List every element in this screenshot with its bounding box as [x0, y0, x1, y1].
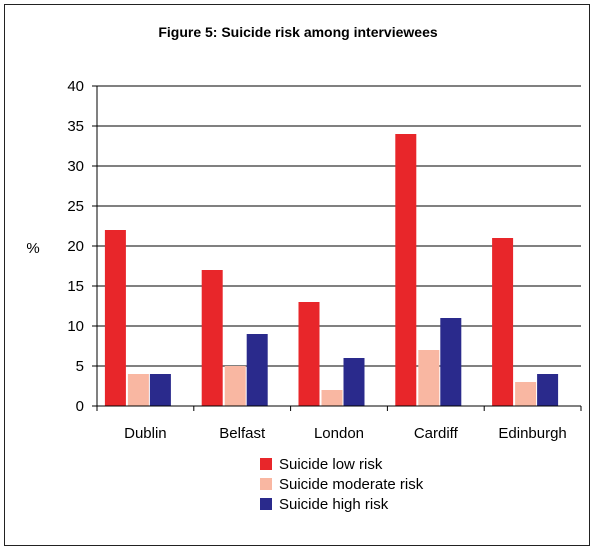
bar — [246, 334, 268, 406]
y-tick-label: 0 — [76, 398, 84, 415]
bar — [515, 382, 537, 406]
legend-swatch — [260, 458, 272, 470]
bar — [224, 366, 246, 406]
bar — [149, 374, 171, 406]
y-tick-label: 20 — [67, 238, 84, 255]
y-tick-label: 40 — [67, 78, 84, 95]
x-tick-label: Dublin — [124, 425, 167, 442]
y-tick-label: 35 — [67, 118, 84, 135]
bar — [537, 374, 559, 406]
legend-label: Suicide high risk — [279, 496, 389, 513]
legend-label: Suicide low risk — [279, 456, 383, 473]
bar — [298, 302, 320, 406]
chart-title: Figure 5: Suicide risk among interviewee… — [158, 24, 438, 40]
y-tick-label: 10 — [67, 318, 84, 335]
bar — [343, 358, 365, 406]
chart-frame: Figure 5: Suicide risk among interviewee… — [4, 4, 590, 546]
bar — [440, 318, 462, 406]
y-tick-label: 15 — [67, 278, 84, 295]
bar — [395, 134, 417, 406]
x-tick-label: Belfast — [219, 425, 266, 442]
legend-label: Suicide moderate risk — [279, 476, 424, 493]
x-tick-label: London — [314, 425, 364, 442]
x-tick-label: Cardiff — [414, 425, 459, 442]
y-tick-label: 30 — [67, 158, 84, 175]
y-tick-label: 25 — [67, 198, 84, 215]
bar — [127, 374, 149, 406]
y-tick-label: 5 — [76, 358, 84, 375]
x-tick-label: Edinburgh — [498, 425, 566, 442]
y-axis-label: % — [26, 240, 39, 257]
bar-chart: Dublin Belfast London Cardiff Edinburgh 0 5 10 1… — [26, 78, 582, 513]
bar — [201, 270, 223, 406]
bar — [492, 238, 514, 406]
legend-swatch — [260, 478, 272, 490]
bar — [104, 230, 126, 406]
legend-swatch — [260, 498, 272, 510]
bar — [418, 350, 440, 406]
bar — [321, 390, 343, 406]
